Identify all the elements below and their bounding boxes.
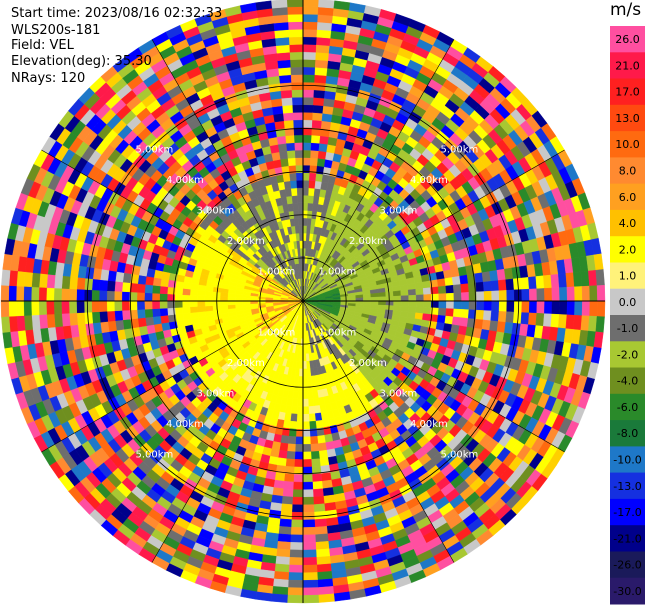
colorbar-tick-label: -10.0 [613,454,641,467]
colorbar-tick-label: 6.0 [619,191,637,204]
colorbar-tick-label: 4.0 [619,217,637,230]
radial-gates [0,0,606,604]
colorbar-tick-label: -2.0 [617,348,638,361]
colorbar-tick-label: 8.0 [619,165,637,178]
colorbar-tick-label: 26.0 [615,33,640,46]
colorbar-tick-label: 21.0 [615,59,640,72]
colorbar-tick-label: -30.0 [613,585,641,598]
colorbar-tick-label: 2.0 [619,243,637,256]
colorbar-tick-label: -4.0 [617,375,638,388]
colorbar-tick-label: -26.0 [613,559,641,572]
colorbar-tick-label: -13.0 [613,480,641,493]
colorbar-tick-label: -21.0 [613,532,641,545]
colorbar-tick-label: -17.0 [613,506,641,519]
colorbar-tick-label: 17.0 [615,86,640,99]
colorbar-tick-label: 1.0 [619,270,637,283]
colorbar-tick-label: -8.0 [617,427,638,440]
colorbar-tick-label: 10.0 [615,138,640,151]
colorbar-tick-label: 0.0 [619,296,637,309]
colorbar-tick-label: -6.0 [617,401,638,414]
colorbar-tick-label: 13.0 [615,112,640,125]
colorbar-tick-label: -1.0 [617,322,638,335]
